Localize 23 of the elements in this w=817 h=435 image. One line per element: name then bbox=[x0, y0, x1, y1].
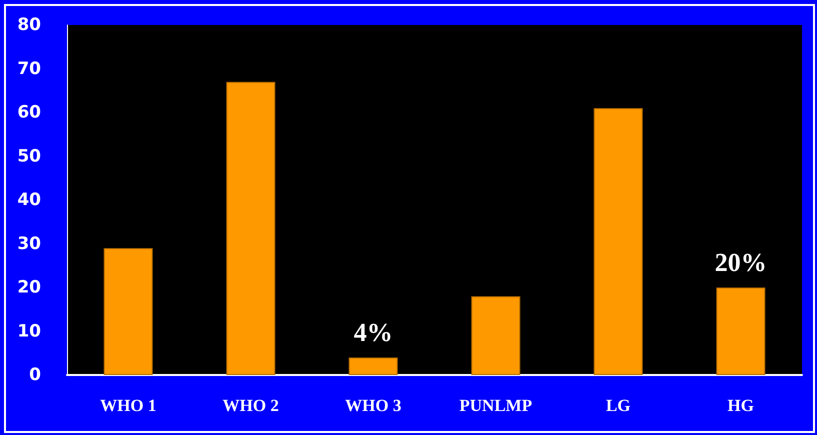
bar bbox=[594, 108, 643, 375]
y-tick-label: 20 bbox=[17, 278, 42, 298]
y-tick-label: 0 bbox=[29, 365, 42, 385]
bar bbox=[716, 288, 766, 375]
data-label: 4% bbox=[354, 318, 393, 347]
x-tick-label: WHO 2 bbox=[222, 396, 279, 415]
bar bbox=[226, 82, 276, 375]
x-tick-label: WHO 1 bbox=[100, 396, 156, 415]
bar bbox=[471, 296, 520, 375]
y-tick-label: 30 bbox=[17, 234, 42, 254]
x-tick-label: HG bbox=[728, 396, 754, 415]
y-tick-label: 40 bbox=[17, 190, 42, 210]
x-tick-label: LG bbox=[606, 396, 631, 415]
y-tick-label: 60 bbox=[17, 102, 42, 122]
y-tick-label: 10 bbox=[17, 321, 42, 342]
x-tick-label: PUNLMP bbox=[459, 396, 532, 415]
x-tick-label: WHO 3 bbox=[345, 396, 402, 415]
y-tick-label: 70 bbox=[17, 58, 42, 79]
y-tick-label: 80 bbox=[17, 15, 42, 35]
y-tick-label: 50 bbox=[17, 146, 42, 166]
data-label: 20% bbox=[714, 248, 767, 277]
bar bbox=[348, 358, 398, 375]
bar bbox=[104, 248, 153, 375]
